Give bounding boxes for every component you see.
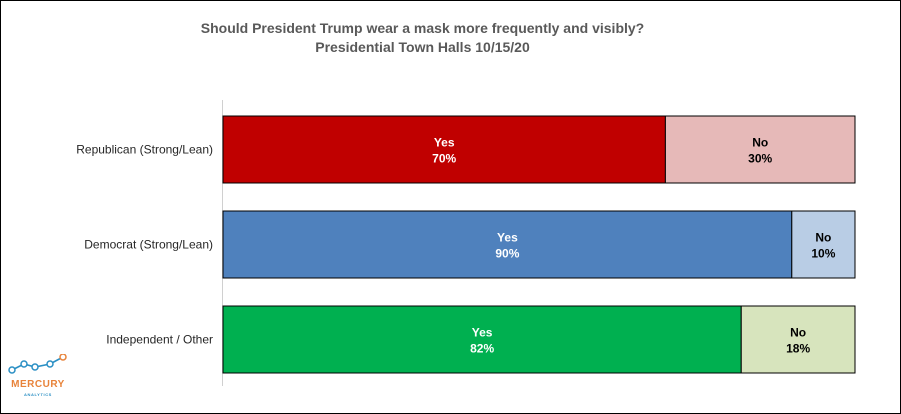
chart-title: Should President Trump wear a mask more … (200, 20, 645, 36)
bar-segment-no (664, 115, 856, 184)
logo-subname: ANALYTICS (24, 392, 52, 397)
data-label-value: 82% (470, 342, 494, 356)
bar-segment-no (791, 210, 856, 279)
bar-segment-yes (222, 210, 793, 279)
bar-segment-no (740, 305, 856, 374)
data-label-series: No (815, 231, 831, 245)
mercury-analytics-logo: MERCURY ANALYTICS (8, 353, 80, 402)
chart-title-block: Should President Trump wear a mask more … (0, 19, 845, 57)
data-label-series: Yes (472, 326, 493, 340)
bar-segment-yes (222, 305, 742, 374)
category-label: Independent / Other (106, 333, 213, 347)
data-label-value: 70% (432, 152, 456, 166)
data-label-value: 18% (786, 342, 810, 356)
data-label-series: Yes (497, 231, 518, 245)
bar-segment-yes (222, 115, 666, 184)
data-label-value: 90% (495, 247, 519, 261)
data-label-series: No (790, 326, 806, 340)
chart-subtitle: Presidential Town Halls 10/15/20 (315, 39, 530, 55)
data-label-series: Yes (434, 136, 455, 150)
logo-name: MERCURY (11, 379, 65, 390)
category-label: Democrat (Strong/Lean) (84, 238, 213, 252)
category-label: Republican (Strong/Lean) (76, 143, 213, 157)
data-label-value: 30% (748, 152, 772, 166)
logo-graph-icon (8, 353, 67, 374)
data-label-value: 10% (811, 247, 835, 261)
data-label-series: No (752, 136, 768, 150)
